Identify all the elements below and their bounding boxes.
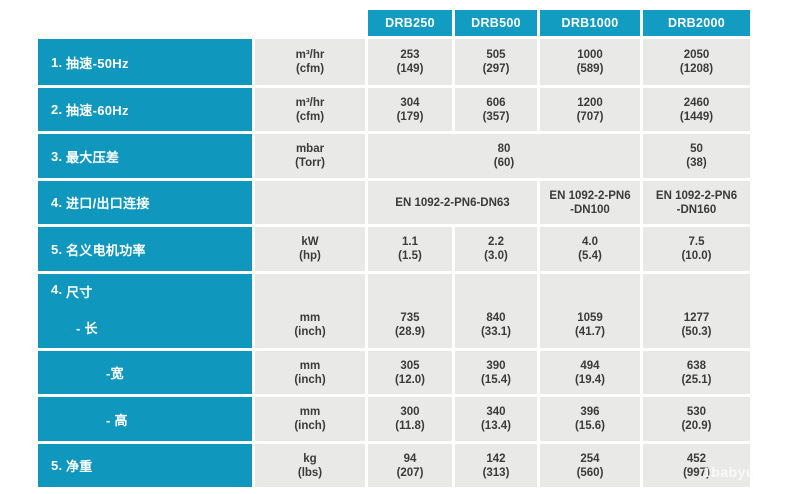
value-cell: 2.2 (3.0) <box>455 227 537 271</box>
value-cell: 142 (313) <box>455 444 537 487</box>
row-label-pumping-speed-50hz: 1. 抽速-50Hz <box>38 39 252 85</box>
value-cell: 305 (12.0) <box>368 351 452 394</box>
row-sublabel-length: - 长 <box>76 321 98 336</box>
value-cell: 530 (20.9) <box>643 397 750 441</box>
row-label-text: 尺寸 <box>66 285 93 300</box>
unit-cell: mbar (Torr) <box>255 134 365 178</box>
row-label-text: -宽 <box>106 366 124 381</box>
row-label-text: 抽速-50Hz <box>66 55 129 71</box>
column-header-drb500: DRB500 <box>455 10 537 36</box>
value-cell: 390 (15.4) <box>455 351 537 394</box>
column-header-drb250: DRB250 <box>368 10 452 36</box>
value-cell: 396 (15.6) <box>540 397 640 441</box>
row-label-text: 最大压差 <box>66 149 120 165</box>
row-label-text: 进口/出口连接 <box>66 196 150 211</box>
value-cell: 300 (11.8) <box>368 397 452 441</box>
row-label-text: 抽速-60Hz <box>66 103 129 118</box>
row-number: 5. <box>51 458 63 473</box>
value-cell: EN 1092-2-PN6 -DN160 <box>643 181 750 224</box>
value-cell: 254 (560) <box>540 444 640 487</box>
unit-cell-empty <box>255 181 365 224</box>
row-label-text: - 高 <box>106 412 128 428</box>
row-number: 4. <box>51 282 63 297</box>
value-cell: 340 (13.4) <box>455 397 537 441</box>
value-cell: 1000 (589) <box>540 39 640 85</box>
row-label-inlet-outlet-connection: 4. 进口/出口连接 <box>38 181 252 224</box>
value-cell: 452 (997) <box>643 444 750 487</box>
watermark: 1babyu <box>703 464 756 480</box>
unit-cell: kg (lbs) <box>255 444 365 487</box>
column-header-drb1000: DRB1000 <box>540 10 640 36</box>
value-cell-span: 80 (60) <box>368 134 640 178</box>
row-label-nominal-motor-power: 5. 名义电机功率 <box>38 227 252 271</box>
value-cell: 606 (357) <box>455 88 537 131</box>
header-spacer <box>38 10 252 36</box>
value-cell: 1277 (50.3) <box>643 274 750 348</box>
value-cell: 1.1 (1.5) <box>368 227 452 271</box>
value-cell: 2460 (1449) <box>643 88 750 131</box>
row-label-text: 名义电机功率 <box>66 242 146 258</box>
value-cell: 1059 (41.7) <box>540 274 640 348</box>
value-cell: 94 (207) <box>368 444 452 487</box>
header-spacer <box>255 10 365 36</box>
value-cell: 735 (28.9) <box>368 274 452 348</box>
row-number: 4. <box>51 195 63 210</box>
unit-cell: kW (hp) <box>255 227 365 271</box>
value-cell: 840 (33.1) <box>455 274 537 348</box>
row-number: 5. <box>51 241 63 257</box>
row-label-max-pressure-diff: 3. 最大压差 <box>38 134 252 178</box>
value-cell: 253 (149) <box>368 39 452 85</box>
row-label-text: 净重 <box>66 459 93 474</box>
unit-cell: mm (inch) <box>255 351 365 394</box>
value-cell-span: EN 1092-2-PN6-DN63 <box>368 181 537 224</box>
value-cell: 50 (38) <box>643 134 750 178</box>
value-cell: 494 (19.4) <box>540 351 640 394</box>
row-label-dimensions-length: 4. 尺寸 - 长 <box>38 274 252 348</box>
unit-cell: mm (inch) <box>255 397 365 441</box>
value-cell: 505 (297) <box>455 39 537 85</box>
unit-cell: mm (inch) <box>255 274 365 348</box>
row-label-pumping-speed-60hz: 2. 抽速-60Hz <box>38 88 252 131</box>
dimensions-heading: 4. 尺寸 <box>51 282 252 301</box>
value-cell: 638 (25.1) <box>643 351 750 394</box>
unit-cell: m³/hr (cfm) <box>255 88 365 131</box>
value-cell: 1200 (707) <box>540 88 640 131</box>
value-cell: 7.5 (10.0) <box>643 227 750 271</box>
unit-cell: m³/hr (cfm) <box>255 39 365 85</box>
row-number: 2. <box>51 102 63 117</box>
spec-table: DRB250 DRB500 DRB1000 DRB2000 1. 抽速-50Hz… <box>38 10 750 487</box>
row-number: 1. <box>51 54 63 70</box>
row-number: 3. <box>51 148 63 164</box>
value-cell: 304 (179) <box>368 88 452 131</box>
column-header-drb2000: DRB2000 <box>643 10 750 36</box>
value-cell: 4.0 (5.4) <box>540 227 640 271</box>
value-cell: EN 1092-2-PN6 -DN100 <box>540 181 640 224</box>
row-label-height: - 高 <box>38 397 252 441</box>
row-label-width: -宽 <box>38 351 252 394</box>
value-cell: 2050 (1208) <box>643 39 750 85</box>
row-label-net-weight: 5. 净重 <box>38 444 252 487</box>
